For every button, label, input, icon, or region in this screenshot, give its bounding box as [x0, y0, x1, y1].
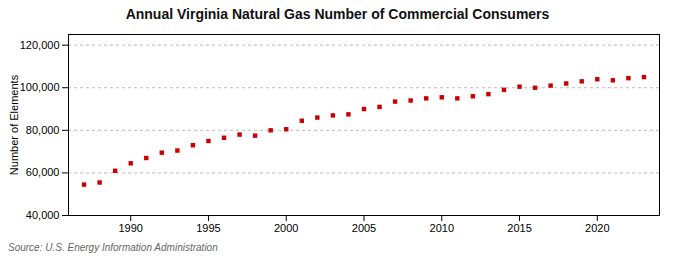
svg-text:80,000: 80,000 [26, 124, 60, 136]
svg-text:40,000: 40,000 [26, 209, 60, 221]
svg-text:100,000: 100,000 [20, 81, 60, 93]
svg-text:60,000: 60,000 [26, 166, 60, 178]
html-text:Source: U.S. Energy Informatio: Source: U.S. Energy Information Administ… [8, 242, 218, 253]
svg-text:120,000: 120,000 [20, 39, 60, 51]
svg-text:2005: 2005 [352, 222, 376, 234]
svg-text:2010: 2010 [430, 222, 454, 234]
html-text:Annual Virginia Natural Gas Nu: Annual Virginia Natural Gas Number of Co… [125, 6, 550, 22]
svg-text:2020: 2020 [585, 222, 609, 234]
svg-text:Number of Elements: Number of Elements [8, 74, 20, 175]
svg-text:1995: 1995 [196, 222, 220, 234]
svg-text:2015: 2015 [507, 222, 531, 234]
svg-text:1990: 1990 [118, 222, 142, 234]
svg-text:2000: 2000 [274, 222, 298, 234]
